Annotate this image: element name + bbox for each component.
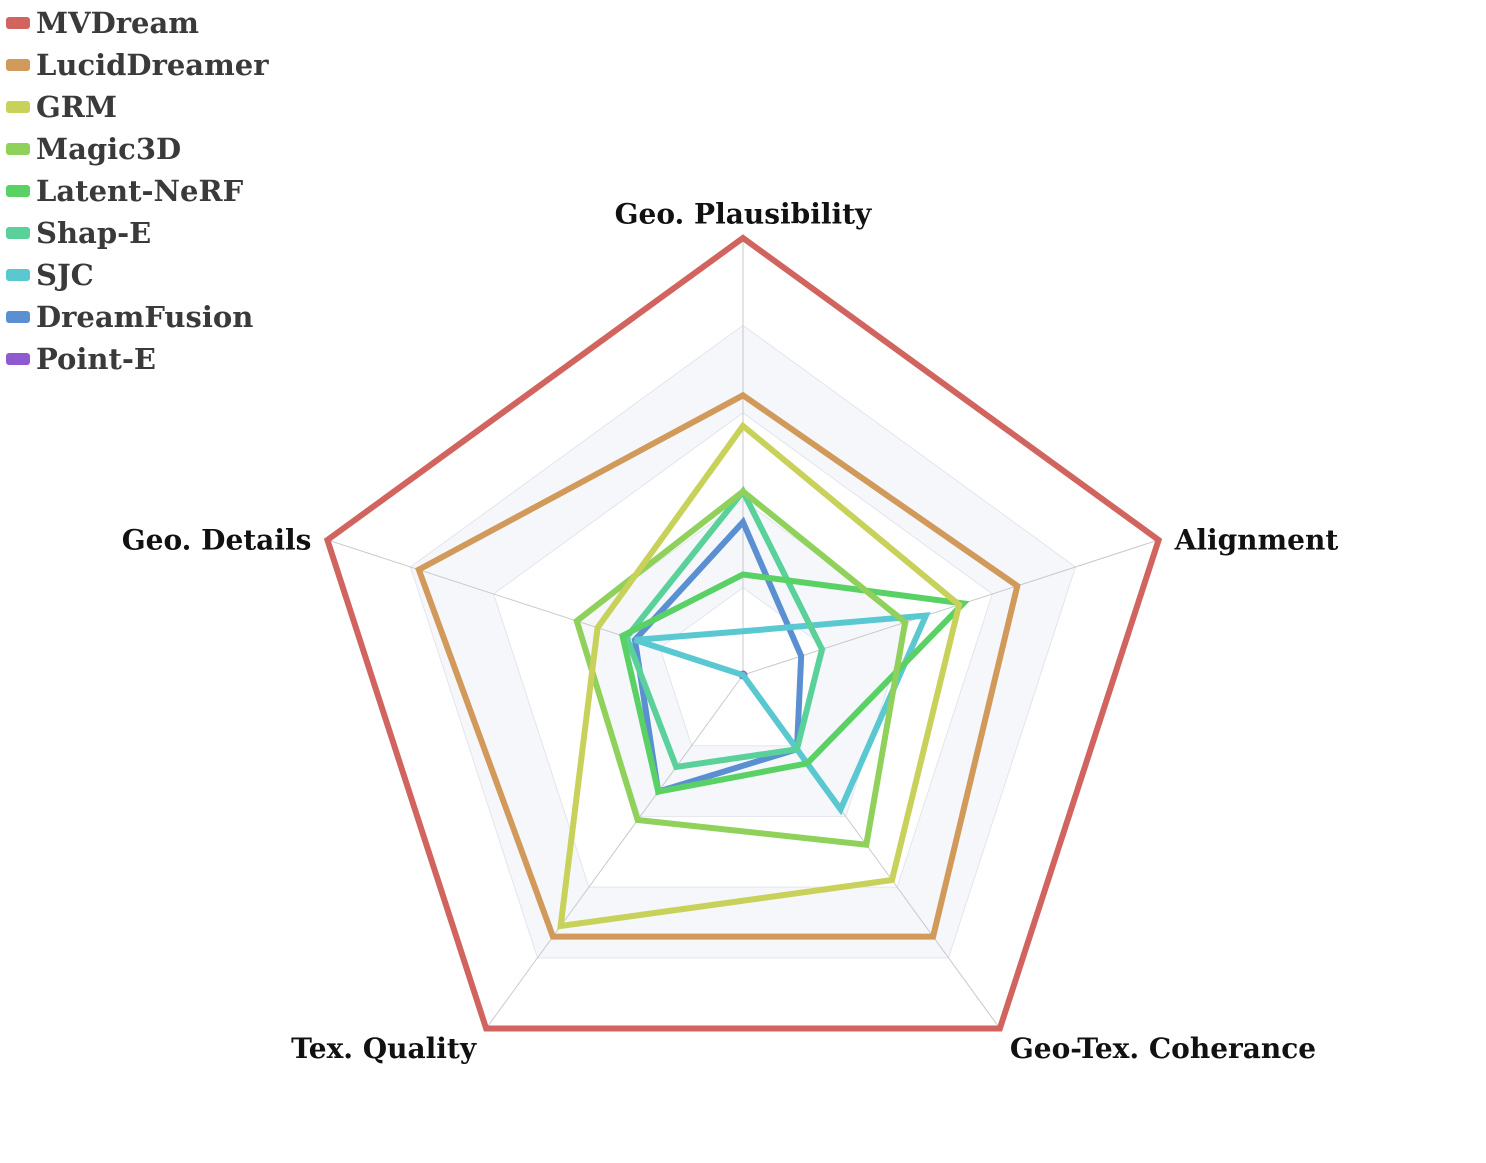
radar-series	[323, 234, 1163, 1032]
legend-label: Point-E	[36, 342, 157, 376]
series-luciddreamer	[415, 391, 1021, 940]
legend-swatch	[6, 59, 30, 71]
legend-label: SJC	[36, 258, 94, 292]
legend-swatch	[6, 311, 30, 323]
legend-swatch	[6, 269, 30, 281]
legend-label: GRM	[36, 90, 117, 124]
legend-label: MVDream	[36, 6, 199, 40]
axis-line	[485, 674, 744, 1029]
axis-label-tex-quality: Tex. Quality	[291, 1032, 477, 1065]
legend-swatch	[6, 101, 30, 113]
legend-swatch	[6, 143, 30, 155]
axis-label-geo-tex-coherance: Geo-Tex. Coherance	[1010, 1032, 1316, 1065]
legend-label: DreamFusion	[36, 300, 254, 334]
legend-swatch	[6, 17, 30, 29]
axis-line	[742, 539, 1159, 676]
legend-item-luciddreamer[interactable]: LucidDreamer	[6, 44, 269, 86]
legend-label: LucidDreamer	[36, 48, 269, 82]
legend-item-mvdream[interactable]: MVDream	[6, 2, 269, 44]
series-grm	[557, 421, 963, 930]
legend-label: Shap-E	[36, 216, 152, 250]
legend-item-point-e[interactable]: Point-E	[6, 338, 269, 380]
axis-labels: Geo. Plausibility Alignment Geo-Tex. Coher…	[122, 198, 1339, 1066]
legend-swatch	[6, 353, 30, 365]
legend-swatch	[6, 227, 30, 239]
legend-item-magic3d[interactable]: Magic3D	[6, 128, 269, 170]
series-mvdream	[323, 234, 1163, 1032]
series-shap-e	[623, 485, 826, 771]
legend-item-sjc[interactable]: SJC	[6, 254, 269, 296]
axis-label-geo-details: Geo. Details	[122, 523, 312, 556]
legend-item-latent-nerf[interactable]: Latent-NeRF	[6, 170, 269, 212]
legend-item-dreamfusion[interactable]: DreamFusion	[6, 296, 269, 338]
legend-item-grm[interactable]: GRM	[6, 86, 269, 128]
legend-label: Latent-NeRF	[36, 174, 244, 208]
axis-label-geo-plausibility: Geo. Plausibility	[615, 198, 872, 231]
series-magic3d	[573, 487, 909, 848]
legend: MVDream LucidDreamer GRM Magic3D Latent-NeRF…	[6, 2, 269, 380]
legend-item-shap-e[interactable]: Shap-E	[6, 212, 269, 254]
legend-swatch	[6, 185, 30, 197]
axis-label-alignment: Alignment	[1174, 523, 1339, 556]
legend-label: Magic3D	[36, 132, 182, 166]
series-latent-nerf	[619, 571, 970, 796]
